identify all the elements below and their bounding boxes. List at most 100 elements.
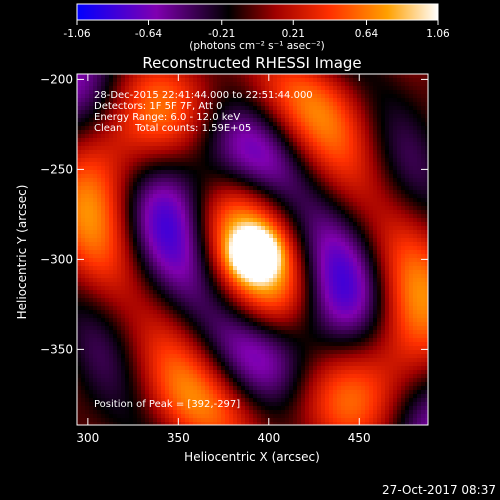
heatmap-cell <box>109 246 114 251</box>
heatmap-cell <box>85 102 90 107</box>
heatmap-cell <box>373 206 378 211</box>
heatmap-cell <box>329 194 334 199</box>
heatmap-cell <box>321 242 326 247</box>
heatmap-cell <box>85 94 90 99</box>
heatmap-cell <box>213 122 218 127</box>
heatmap-cell <box>101 170 106 175</box>
heatmap-cell <box>81 150 86 155</box>
heatmap-cell <box>217 166 222 171</box>
heatmap-cell <box>253 126 258 131</box>
heatmap-cell <box>317 234 322 239</box>
heatmap-cell <box>121 250 126 255</box>
heatmap-cell <box>389 122 394 127</box>
heatmap-cell <box>305 134 310 139</box>
heatmap-cell <box>141 134 146 139</box>
heatmap-cell <box>165 194 170 199</box>
heatmap-cell <box>177 210 182 215</box>
heatmap-cell <box>161 226 166 231</box>
heatmap-cell <box>401 214 406 219</box>
heatmap-cell <box>181 194 186 199</box>
heatmap-cell <box>405 114 410 119</box>
heatmap-cell <box>269 110 274 115</box>
heatmap-cell <box>401 158 406 163</box>
heatmap-cell <box>245 162 250 167</box>
heatmap-cell <box>93 86 98 91</box>
heatmap-cell <box>149 278 154 283</box>
heatmap-cell <box>297 130 302 135</box>
heatmap-cell <box>257 278 262 283</box>
heatmap-cell <box>265 158 270 163</box>
heatmap-cell <box>177 202 182 207</box>
heatmap-cell <box>249 254 254 259</box>
heatmap-cell <box>169 282 174 287</box>
heatmap-cell <box>165 130 170 135</box>
heatmap-cell <box>105 94 110 99</box>
heatmap-cell <box>221 262 226 267</box>
heatmap-cell <box>81 290 86 295</box>
heatmap-cell <box>305 254 310 259</box>
heatmap-cell <box>121 90 126 95</box>
heatmap-cell <box>165 190 170 195</box>
heatmap-cell <box>125 134 130 139</box>
heatmap-cell <box>365 182 370 187</box>
heatmap-cell <box>425 206 428 211</box>
heatmap-cell <box>133 102 138 107</box>
heatmap-cell <box>341 214 346 219</box>
heatmap-cell <box>133 190 138 195</box>
heatmap-cell <box>149 182 154 187</box>
heatmap-cell <box>125 290 130 295</box>
heatmap-cell <box>197 218 202 223</box>
heatmap-cell <box>185 298 190 303</box>
heatmap-cell <box>313 194 318 199</box>
heatmap-cell <box>189 230 194 235</box>
heatmap-cell <box>233 122 238 127</box>
heatmap-cell <box>345 270 350 275</box>
heatmap-cell <box>353 258 358 263</box>
heatmap-cell <box>93 266 98 271</box>
heatmap-cell <box>349 206 354 211</box>
heatmap-cell <box>161 90 166 95</box>
heatmap-cell <box>409 178 414 183</box>
heatmap-cell <box>241 186 246 191</box>
heatmap-cell <box>397 142 402 147</box>
heatmap-cell <box>169 198 174 203</box>
heatmap-cell <box>313 258 318 263</box>
heatmap-cell <box>409 162 414 167</box>
heatmap-cell <box>77 238 82 243</box>
heatmap-cell <box>225 290 230 295</box>
heatmap-cell <box>317 154 322 159</box>
heatmap-cell <box>273 90 278 95</box>
heatmap-cell <box>197 138 202 143</box>
heatmap-cell <box>249 274 254 279</box>
heatmap-cell <box>85 134 90 139</box>
heatmap-cell <box>157 222 162 227</box>
heatmap-cell <box>165 118 170 123</box>
heatmap-cell <box>253 82 258 87</box>
heatmap-cell <box>177 82 182 87</box>
heatmap-cell <box>261 102 266 107</box>
heatmap-cell <box>229 154 234 159</box>
heatmap-cell <box>397 230 402 235</box>
heatmap-cell <box>397 294 402 299</box>
heatmap-cell <box>169 226 174 231</box>
heatmap-cell <box>261 146 266 151</box>
heatmap-cell <box>213 262 218 267</box>
heatmap-cell <box>361 202 366 207</box>
heatmap-cell <box>409 154 414 159</box>
heatmap-cell <box>353 94 358 99</box>
heatmap-cell <box>393 278 398 283</box>
heatmap-cell <box>97 102 102 107</box>
heatmap-cell <box>149 110 154 115</box>
heatmap-cell <box>377 254 382 259</box>
heatmap-cell <box>205 234 210 239</box>
heatmap-cell <box>205 238 210 243</box>
heatmap-cell <box>213 106 218 111</box>
heatmap-cell <box>265 202 270 207</box>
heatmap-cell <box>401 110 406 115</box>
heatmap-cell <box>369 230 374 235</box>
heatmap-cell <box>209 238 214 243</box>
heatmap-cell <box>205 150 210 155</box>
heatmap-cell <box>125 74 130 79</box>
heatmap-cell <box>165 282 170 287</box>
heatmap-cell <box>421 278 426 283</box>
